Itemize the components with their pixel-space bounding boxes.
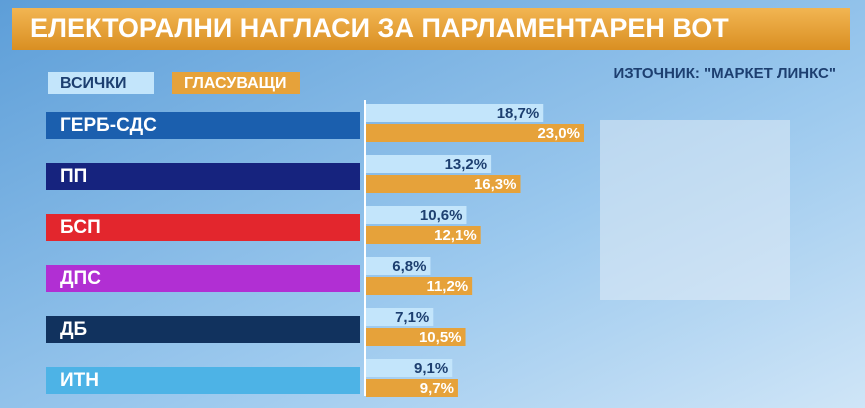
bar xyxy=(366,359,453,377)
value-label: 16,3% xyxy=(474,176,517,193)
value-label: 11,2% xyxy=(426,278,468,295)
legend-label: ВСИЧКИ xyxy=(60,75,127,92)
category-label: ГЕРБ-СДС xyxy=(60,115,157,136)
value-label: 9,7% xyxy=(420,380,454,397)
value-label: 10,5% xyxy=(419,329,462,346)
value-label: 9,1% xyxy=(414,360,448,377)
bar xyxy=(366,308,434,326)
bar xyxy=(366,226,481,244)
legend-swatch xyxy=(172,72,300,94)
category-label: БСП xyxy=(60,217,101,238)
value-label: 13,2% xyxy=(445,156,488,173)
category-label: ДБ xyxy=(60,319,87,340)
bar xyxy=(366,175,521,193)
category-label: ПП xyxy=(60,166,87,187)
value-label: 18,7% xyxy=(497,105,540,122)
bar xyxy=(366,206,467,224)
bar xyxy=(366,104,544,122)
category-label: ДПС xyxy=(60,268,101,289)
bar xyxy=(366,155,492,173)
bar xyxy=(366,379,458,397)
value-label: 23,0% xyxy=(537,125,580,142)
bar xyxy=(366,257,431,275)
value-label: 12,1% xyxy=(434,227,477,244)
category-box xyxy=(46,112,360,139)
category-label: ИТН xyxy=(60,370,99,391)
value-label: 6,8% xyxy=(392,258,426,275)
value-label: 7,1% xyxy=(395,309,429,326)
title-banner xyxy=(12,8,850,50)
category-box xyxy=(46,265,360,292)
category-box xyxy=(46,163,360,190)
category-box xyxy=(46,214,360,241)
legend-swatch xyxy=(48,72,154,94)
legend-label: ГЛАСУВАЩИ xyxy=(184,75,286,92)
chart-title: ЕЛЕКТОРАЛНИ НАГЛАСИ ЗА ПАРЛАМЕНТАРЕН ВОТ xyxy=(30,13,729,43)
value-label: 10,6% xyxy=(420,207,463,224)
bar xyxy=(366,277,473,295)
source: ИЗТОЧНИК: "МАРКЕТ ЛИНКС" xyxy=(613,65,836,82)
bar xyxy=(366,328,466,346)
category-box xyxy=(46,316,360,343)
ballot-decoration xyxy=(600,120,790,300)
category-box xyxy=(46,367,360,394)
bar xyxy=(366,124,584,142)
